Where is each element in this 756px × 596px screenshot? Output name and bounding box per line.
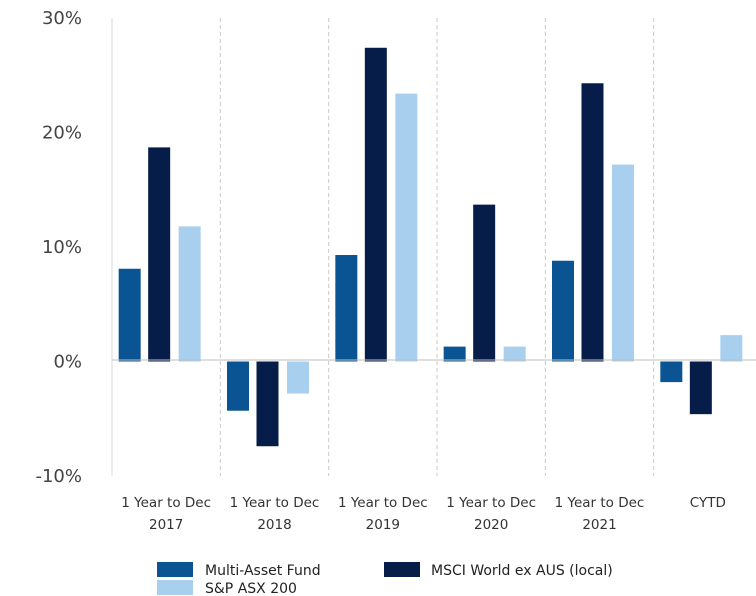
- y-tick-label: 10%: [42, 237, 82, 258]
- bar: [227, 361, 249, 411]
- legend-label: S&P ASX 200: [205, 581, 297, 596]
- y-tick-label: -10%: [35, 466, 82, 487]
- bar: [552, 260, 574, 362]
- bar: [581, 83, 604, 362]
- bar: [503, 346, 526, 362]
- axes: [111, 18, 756, 476]
- x-tick-label: 1 Year to Dec: [555, 495, 645, 511]
- x-tick-label: 2019: [366, 517, 400, 533]
- x-tick-label: 1 Year to Dec: [121, 495, 211, 511]
- x-tick-label: 2018: [257, 517, 291, 533]
- bar: [612, 164, 634, 362]
- bar: [395, 93, 418, 362]
- legend-swatch: [157, 580, 193, 595]
- bar: [287, 361, 309, 394]
- legend-swatch: [157, 562, 193, 577]
- bar: [335, 255, 358, 362]
- x-tick-label: 1 Year to Dec: [230, 495, 320, 511]
- bars: [118, 47, 743, 447]
- bar: [660, 361, 683, 383]
- bar: [148, 147, 171, 362]
- y-tick-label: 20%: [42, 123, 82, 144]
- y-tick-labels: 30% 20% 10% 0% -10%: [35, 8, 82, 487]
- bar: [118, 268, 141, 362]
- x-tick-label: 2020: [474, 517, 508, 533]
- x-tick-label: 1 Year to Dec: [446, 495, 536, 511]
- gridlines: [219, 18, 655, 476]
- x-tick-label: 2017: [149, 517, 183, 533]
- legend-label: Multi-Asset Fund: [205, 563, 321, 579]
- x-tick-labels: 1 Year to Dec 2017 1 Year to Dec 2018 1 Year…: [121, 495, 726, 533]
- legend: Multi-Asset Fund MSCI World ex AUS (local…: [157, 562, 613, 596]
- bar: [473, 204, 496, 362]
- legend-label: MSCI World ex AUS (local): [431, 563, 613, 579]
- x-tick-label: 1 Year to Dec: [338, 495, 428, 511]
- bar: [443, 346, 466, 362]
- bar: [689, 361, 712, 415]
- y-tick-label: 30%: [42, 8, 82, 29]
- bar: [364, 47, 387, 362]
- bar: [720, 335, 743, 362]
- x-tick-label: CYTD: [690, 495, 726, 511]
- x-tick-label: 2021: [582, 517, 616, 533]
- legend-swatch: [384, 562, 420, 577]
- y-tick-label: 0%: [53, 352, 82, 373]
- bar: [256, 361, 279, 447]
- bar: [178, 226, 201, 362]
